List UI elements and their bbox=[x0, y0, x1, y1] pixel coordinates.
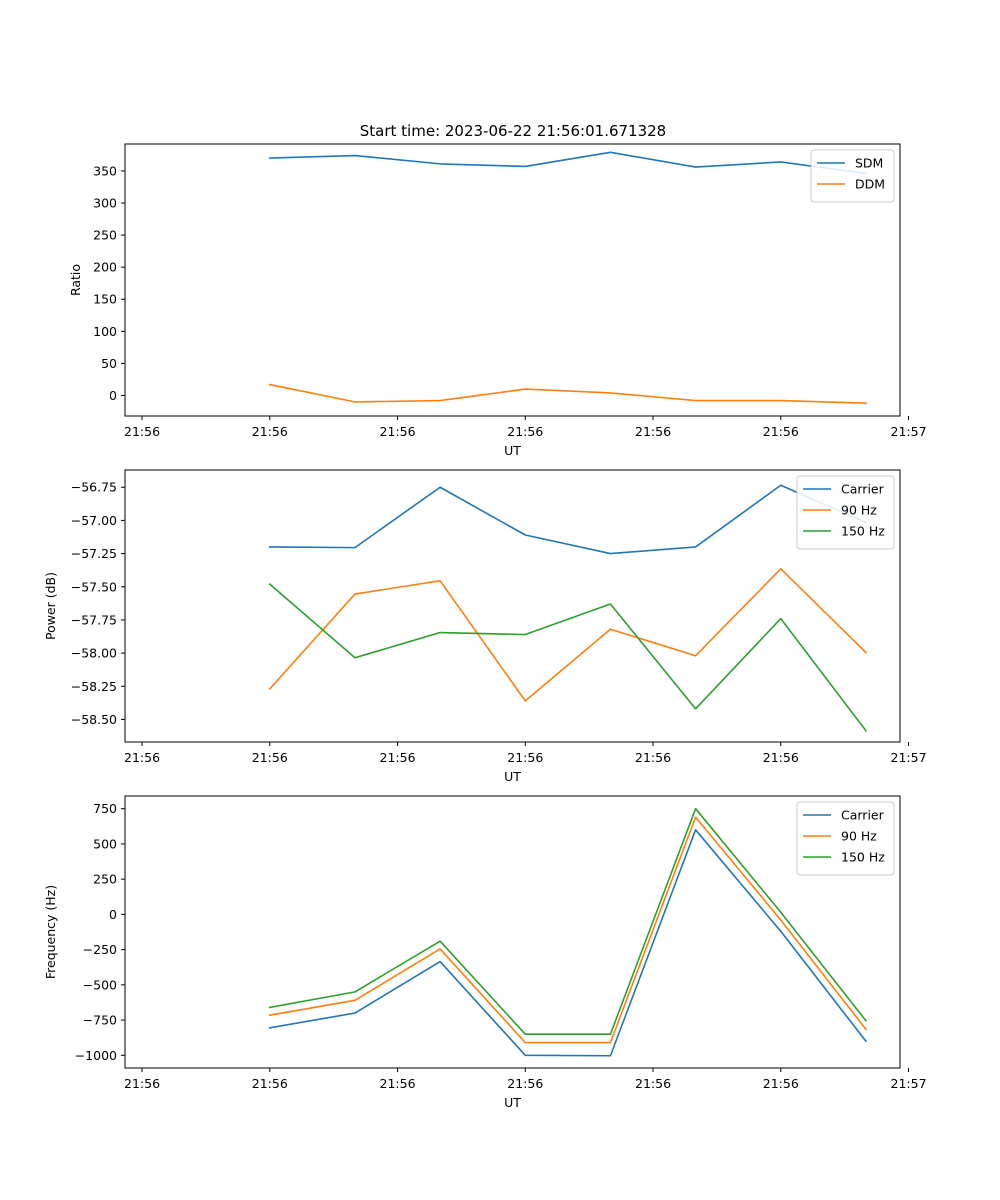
x-tick-label: 21:56 bbox=[124, 750, 160, 765]
y-tick-label: 250 bbox=[93, 872, 117, 887]
chart-panel-1: 21:56 21:56 21:56 21:56 21:56 21:56 21:57 0 50 10… bbox=[68, 143, 927, 458]
y-tick-label: 300 bbox=[93, 196, 117, 211]
x-tick-label: 21:56 bbox=[124, 424, 160, 439]
y-tick-label: −58.50 bbox=[71, 712, 117, 727]
y-tick-label: −250 bbox=[83, 942, 117, 957]
x-tick-label: 21:56 bbox=[380, 424, 416, 439]
series-line-90-hz bbox=[268, 568, 868, 702]
y-tick-label: −750 bbox=[83, 1013, 117, 1028]
series-line-carrier bbox=[268, 829, 868, 1057]
y-tick-label: 750 bbox=[93, 801, 117, 816]
x-tick-label: 21:57 bbox=[891, 750, 927, 765]
x-tick-label: 21:56 bbox=[124, 1076, 160, 1091]
y-tick-label: −500 bbox=[83, 977, 117, 992]
x-tick-label: 21:56 bbox=[763, 750, 799, 765]
y-tick-label: 0 bbox=[109, 907, 117, 922]
y-tick-label: 0 bbox=[109, 388, 117, 403]
y-tick-label: −57.50 bbox=[71, 579, 117, 594]
y-axis-label: Frequency (Hz) bbox=[43, 885, 58, 979]
legend: Carrier 90 Hz 150 Hz bbox=[796, 801, 895, 876]
x-axis-label: UT bbox=[504, 443, 521, 458]
series-line-150-hz bbox=[268, 807, 868, 1035]
x-tick-label: 21:56 bbox=[507, 424, 543, 439]
y-tick-label: 150 bbox=[93, 292, 117, 307]
x-tick-label: 21:56 bbox=[252, 424, 288, 439]
figure-title: Start time: 2023-06-22 21:56:01.671328 bbox=[360, 122, 666, 140]
chart-panel-2: 21:56 21:56 21:56 21:56 21:56 21:56 21:57 −58.5… bbox=[43, 469, 927, 784]
legend-label: DDM bbox=[855, 177, 885, 192]
series-line-sdm bbox=[268, 151, 867, 175]
legend: SDM DDM bbox=[810, 149, 895, 203]
plot-frame bbox=[124, 469, 901, 743]
y-tick-label: −58.00 bbox=[71, 646, 117, 661]
y-tick-label: −57.25 bbox=[71, 546, 117, 561]
x-tick-label: 21:56 bbox=[635, 1076, 671, 1091]
y-tick-label: 500 bbox=[93, 836, 117, 851]
y-tick-label: −56.75 bbox=[71, 480, 117, 495]
y-tick-label: −58.25 bbox=[71, 679, 117, 694]
x-tick-label: 21:56 bbox=[763, 1076, 799, 1091]
y-tick-label: −1000 bbox=[75, 1048, 117, 1063]
series-line-150-hz bbox=[268, 582, 868, 732]
y-axis-label: Power (dB) bbox=[43, 572, 58, 640]
x-axis-label: UT bbox=[504, 769, 521, 784]
series-line-carrier bbox=[268, 484, 867, 555]
legend-label: 150 Hz bbox=[841, 850, 885, 865]
legend-label: Carrier bbox=[841, 808, 885, 823]
legend-label: Carrier bbox=[841, 482, 885, 497]
x-tick-label: 21:57 bbox=[891, 1076, 927, 1091]
y-tick-label: 100 bbox=[93, 324, 117, 339]
x-tick-label: 21:56 bbox=[380, 1076, 416, 1091]
x-tick-label: 21:56 bbox=[252, 1076, 288, 1091]
y-tick-label: 50 bbox=[101, 356, 117, 371]
chart-panel-3: 21:56 21:56 21:56 21:56 21:56 21:56 21:57 −1000… bbox=[43, 795, 927, 1110]
x-tick-label: 21:56 bbox=[763, 424, 799, 439]
x-tick-label: 21:56 bbox=[507, 750, 543, 765]
x-tick-label: 21:56 bbox=[380, 750, 416, 765]
legend-label: 90 Hz bbox=[841, 503, 877, 518]
y-tick-label: −57.75 bbox=[71, 612, 117, 627]
series-line-ddm bbox=[268, 383, 867, 404]
y-axis-label: Ratio bbox=[68, 264, 83, 296]
legend-label: 90 Hz bbox=[841, 829, 877, 844]
plot-frame bbox=[124, 143, 901, 417]
x-tick-label: 21:56 bbox=[252, 750, 288, 765]
x-tick-label: 21:57 bbox=[891, 424, 927, 439]
x-tick-label: 21:56 bbox=[635, 750, 671, 765]
legend-label: 150 Hz bbox=[841, 524, 885, 539]
x-tick-label: 21:56 bbox=[635, 424, 671, 439]
legend-label: SDM bbox=[855, 156, 883, 171]
legend: Carrier 90 Hz 150 Hz bbox=[796, 475, 895, 550]
y-tick-label: 200 bbox=[93, 260, 117, 275]
x-axis-label: UT bbox=[504, 1095, 521, 1110]
y-tick-label: 250 bbox=[93, 228, 117, 243]
y-tick-label: 350 bbox=[93, 163, 117, 178]
x-tick-label: 21:56 bbox=[507, 1076, 543, 1091]
plot-frame bbox=[124, 795, 901, 1069]
series-line-90-hz bbox=[268, 816, 868, 1044]
y-tick-label: −57.00 bbox=[71, 513, 117, 528]
